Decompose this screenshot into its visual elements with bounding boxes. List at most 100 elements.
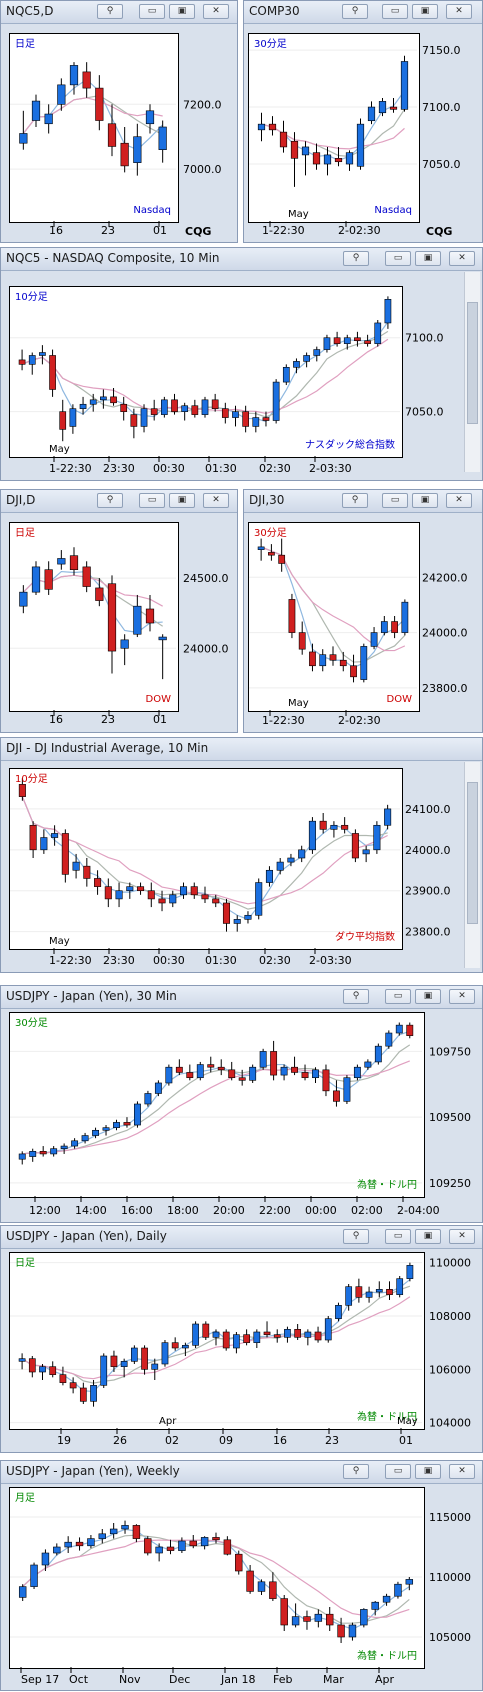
candle <box>370 627 378 650</box>
maximize-button[interactable]: ▣ <box>415 1464 441 1479</box>
chart-svg: 110000 108000 106000 104000 19 26 02 09 16 23 01 日足… <box>10 1257 471 1447</box>
link-button[interactable]: ⚲ <box>343 1229 369 1244</box>
window-titlebar[interactable]: NQC5,D ⚲ ▭ ▣ ✕ <box>1 1 237 24</box>
plot-area[interactable] <box>9 286 403 458</box>
candle-body-down <box>341 824 349 830</box>
minimize-button[interactable]: ▭ <box>385 1464 411 1479</box>
candle-body-up <box>257 546 265 550</box>
candle <box>140 404 148 433</box>
candle-body-up <box>374 1045 382 1063</box>
link-button[interactable]: ⚲ <box>97 4 123 19</box>
close-button[interactable]: ✕ <box>449 251 475 266</box>
link-button[interactable]: ⚲ <box>342 4 368 19</box>
link-button[interactable]: ⚲ <box>343 251 369 266</box>
candle <box>351 829 359 863</box>
close-button[interactable]: ✕ <box>446 4 472 19</box>
x-tick-label: 01:30 <box>205 954 237 967</box>
candle <box>69 547 79 576</box>
minimize-button[interactable]: ▭ <box>385 1229 411 1244</box>
candle-body-up <box>154 1082 162 1094</box>
maximize-button[interactable]: ▣ <box>169 4 195 19</box>
candle-body-down <box>222 902 231 924</box>
candle-body-down <box>44 569 53 590</box>
link-button[interactable]: ⚲ <box>342 493 368 508</box>
window-titlebar[interactable]: USDJPY - Japan (Yen), Daily ⚲ ▭ ▣ ✕ <box>1 1226 482 1249</box>
vertical-scrollbar[interactable] <box>464 762 480 968</box>
x-tick-label: 02:00 <box>351 1204 383 1217</box>
candle-body-up <box>41 1552 50 1566</box>
window-titlebar[interactable]: USDJPY - Japan (Yen), Weekly ⚲ ▭ ▣ ✕ <box>1 1461 482 1484</box>
candle <box>309 643 316 672</box>
candle <box>83 858 91 887</box>
window-titlebar[interactable]: DJI - DJ Industrial Average, 10 Min <box>1 738 482 761</box>
candle-body-up <box>324 1318 332 1341</box>
close-button[interactable]: ✕ <box>449 1229 475 1244</box>
minimize-button[interactable]: ▭ <box>382 493 408 508</box>
candle-body-up <box>370 632 378 647</box>
candle <box>133 123 142 176</box>
candle <box>51 825 59 846</box>
plot-area[interactable] <box>9 768 403 950</box>
candle-body-up <box>272 381 280 421</box>
candle <box>28 1356 36 1378</box>
minimize-button[interactable]: ▭ <box>382 4 408 19</box>
candle <box>82 62 91 98</box>
close-button[interactable]: ✕ <box>203 4 229 19</box>
plot-area[interactable] <box>9 1252 425 1430</box>
chart-svg: 109750 109500 109250 12:00 14:00 16:00 18:00 20… <box>10 1017 471 1217</box>
candle <box>50 1146 58 1157</box>
window-titlebar[interactable]: USDJPY - Japan (Yen), 30 Min ⚲ ▭ ▣ ✕ <box>1 986 482 1009</box>
maximize-button[interactable]: ▣ <box>415 1229 441 1244</box>
maximize-button[interactable]: ▣ <box>415 989 441 1004</box>
close-button[interactable]: ✕ <box>449 989 475 1004</box>
maximize-button[interactable]: ▣ <box>412 4 438 19</box>
instrument-label: ダウ平均指数 <box>335 930 395 943</box>
window-titlebar[interactable]: DJI,D ⚲ ▭ ▣ ✕ <box>1 490 237 513</box>
plot-area[interactable] <box>9 1012 425 1198</box>
maximize-button[interactable]: ▣ <box>169 493 195 508</box>
candle <box>192 1321 199 1348</box>
link-button[interactable]: ⚲ <box>343 1464 369 1479</box>
minimize-button[interactable]: ▭ <box>139 493 165 508</box>
candle-body-up <box>405 1579 414 1585</box>
candle <box>268 116 277 136</box>
candle-body-up <box>39 352 46 356</box>
window-titlebar[interactable]: COMP30 ⚲ ▭ ▣ ✕ <box>244 1 482 24</box>
chart-window-dji-10min: DJI - DJ Industrial Average, 10 Min 2410… <box>0 737 483 973</box>
candle <box>335 1302 342 1322</box>
link-button[interactable]: ⚲ <box>343 989 369 1004</box>
cqg-logo: CQG <box>185 225 211 238</box>
x-tick-label: 2-03:30 <box>309 462 352 475</box>
moving-average-line <box>22 570 163 633</box>
chart-window-usdjpy-weekly: USDJPY - Japan (Yen), Weekly ⚲ ▭ ▣ ✕ 115… <box>0 1460 483 1691</box>
timeframe-label: 10分足 <box>15 291 48 303</box>
window-titlebar[interactable]: NQC5 - NASDAQ Composite, 10 Min ⚲ ▭ ▣ ✕ <box>1 248 482 271</box>
link-button[interactable]: ⚲ <box>97 493 123 508</box>
window-titlebar[interactable]: DJI,30 ⚲ ▭ ▣ ✕ <box>244 490 482 513</box>
minimize-button[interactable]: ▭ <box>139 4 165 19</box>
close-button[interactable]: ✕ <box>203 493 229 508</box>
vertical-scrollbar[interactable] <box>464 272 480 472</box>
candle-body-up <box>312 1069 319 1079</box>
candle-body-up <box>343 337 351 344</box>
close-button[interactable]: ✕ <box>449 1464 475 1479</box>
candle <box>367 101 376 125</box>
close-button[interactable]: ✕ <box>446 493 472 508</box>
candle <box>262 411 270 427</box>
candle-body-down <box>221 408 229 418</box>
maximize-button[interactable]: ▣ <box>412 493 438 508</box>
x-tick-label: 1-22:30 <box>49 462 92 475</box>
candle-body-down <box>391 621 398 633</box>
candle-body-down <box>355 1286 363 1298</box>
candle-body-up <box>255 882 263 916</box>
candle <box>360 643 368 683</box>
candle-body-down <box>166 1546 175 1551</box>
moving-average-line <box>22 1030 410 1155</box>
candle <box>104 878 112 908</box>
maximize-button[interactable]: ▣ <box>415 251 441 266</box>
candle <box>44 561 53 595</box>
minimize-button[interactable]: ▭ <box>385 989 411 1004</box>
timeframe-label: 日足 <box>15 38 35 50</box>
minimize-button[interactable]: ▭ <box>385 251 411 266</box>
candle-body-up <box>330 824 338 830</box>
